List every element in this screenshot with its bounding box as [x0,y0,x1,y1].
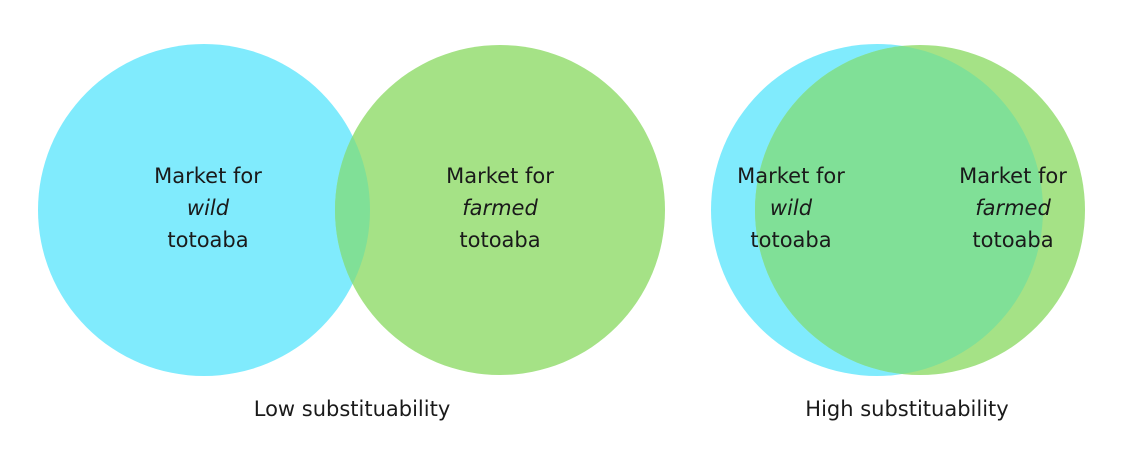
label-line: Market for [737,164,845,188]
label-line: Market for [446,164,554,188]
label-line: totoaba [167,228,249,252]
label-line: totoaba [750,228,832,252]
high-substituability-caption: High substituability [805,397,1009,421]
farmed-market-circle [335,45,665,375]
wild-market-label: Market for wild totoaba [154,160,262,256]
farmed-market-label: Market for farmed totoaba [959,160,1067,256]
label-line: totoaba [972,228,1054,252]
label-line: Market for [959,164,1067,188]
market-overlap-region [755,45,1043,375]
label-emphasis: farmed [975,196,1051,220]
label-emphasis: farmed [462,196,538,220]
high-substituability-venn [711,44,1085,376]
farmed-market-label: Market for farmed totoaba [446,160,554,256]
wild-market-label: Market for wild totoaba [737,160,845,256]
wild-market-circle [38,44,370,376]
label-line: totoaba [459,228,541,252]
label-emphasis: wild [186,196,230,220]
low-substituability-venn [38,44,665,376]
label-emphasis: wild [769,196,813,220]
label-line: Market for [154,164,262,188]
low-substituability-caption: Low substituability [253,397,451,421]
